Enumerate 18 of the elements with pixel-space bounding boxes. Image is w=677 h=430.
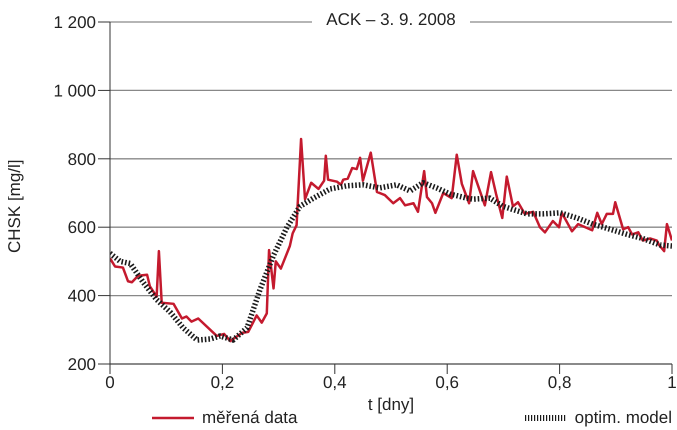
y-tick-label: 1 000 (53, 81, 96, 100)
legend-label: optim. model (574, 408, 672, 428)
chart-title: ACK – 3. 9. 2008 (312, 10, 470, 29)
line-series (110, 138, 672, 342)
x-tick-label: 0 (105, 373, 115, 392)
y-tick-label: 1 200 (53, 13, 96, 32)
x-tick-label: 0,6 (435, 373, 460, 392)
y-tick-label: 200 (68, 355, 96, 374)
y-tick-label: 800 (68, 150, 96, 169)
x-axis-title: t [dny] (368, 395, 414, 414)
y-tick-label: 600 (68, 218, 96, 238)
x-tick-label: 1 (667, 373, 677, 392)
x-tick-label: 0,8 (548, 373, 572, 392)
y-axis-title: CHSK [mg/l] (5, 159, 24, 253)
x-tick-label: 0,2 (210, 373, 234, 392)
legend-label: měřená data (202, 408, 298, 428)
y-tick-label: 400 (68, 286, 96, 306)
x-tick-label: 0,4 (322, 373, 347, 392)
